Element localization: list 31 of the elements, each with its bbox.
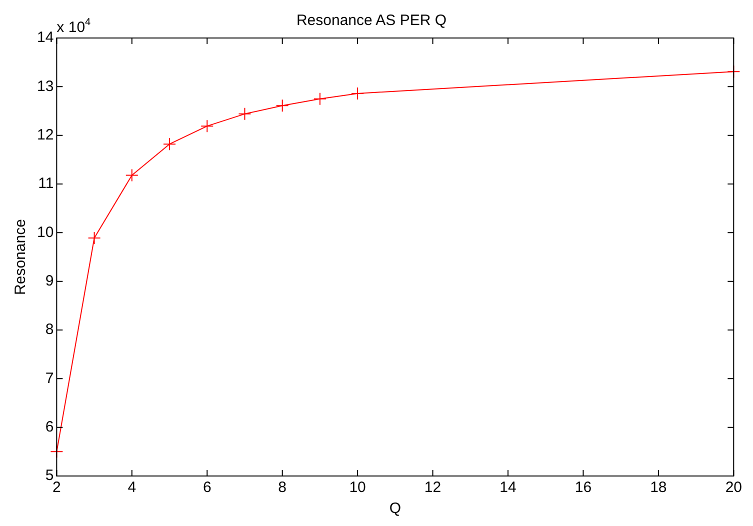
y-tick-label: 7: [45, 370, 54, 387]
x-tick-label: 12: [424, 479, 442, 496]
point: [163, 138, 176, 151]
y-axis-title: Resonance: [12, 219, 30, 295]
point: [88, 232, 101, 245]
point: [200, 120, 214, 133]
y-tick-label: 5: [45, 467, 54, 484]
x-tick-label: 18: [650, 479, 667, 496]
x-axis-title: Q: [389, 500, 402, 518]
x-tick-label: 4: [128, 479, 136, 496]
point: [313, 92, 326, 106]
y-tick-label: 10: [36, 224, 54, 241]
y-tick-label: 14: [36, 29, 54, 46]
x-tick-label: 20: [725, 479, 742, 496]
point: [125, 168, 138, 182]
point: [276, 99, 289, 112]
x-tick-label: 16: [574, 479, 592, 496]
x-tick-label: 2: [52, 479, 61, 496]
chart-title: Resonance AS PER Q: [296, 12, 447, 30]
x-tick-label: 14: [500, 479, 516, 496]
y-tick-label: 9: [45, 272, 54, 290]
y-tick-label: 8: [45, 321, 54, 338]
y-tick-label: 13: [36, 78, 54, 95]
y-tick-label: 11: [38, 175, 54, 192]
x-tick-label: 10: [349, 479, 366, 496]
y-tick-label: 12: [36, 126, 54, 144]
x-tick-label: 8: [278, 479, 287, 496]
point: [351, 86, 364, 100]
point: [238, 107, 252, 120]
x-tick-label: 6: [202, 479, 212, 496]
y-tick-label: 6: [45, 418, 54, 436]
